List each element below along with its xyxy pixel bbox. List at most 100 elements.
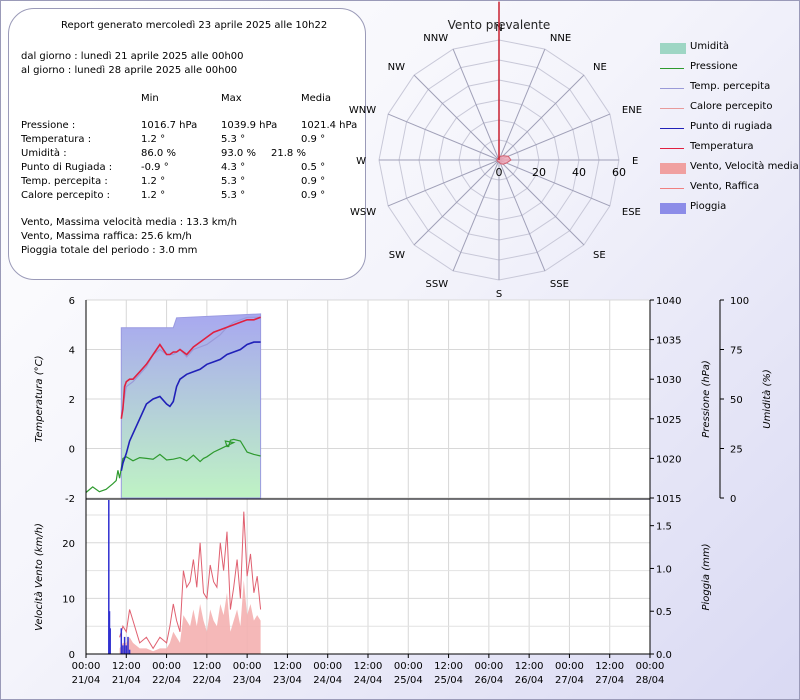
row-max: 4.3 ° — [221, 162, 246, 173]
y3-tick-label: 50 — [730, 395, 743, 406]
legend-label: Calore percepito — [690, 101, 773, 112]
wind-rose-chart: Vento prevalenteNNNENEENEEESESESSESSSWSW… — [349, 1, 642, 300]
legend-label: Vento, Raffica — [690, 181, 760, 192]
x-tick-time: 12:00 — [192, 661, 221, 672]
rose-radial-tick: 0 — [496, 166, 503, 179]
rose-radial-tick: 20 — [532, 166, 546, 179]
x-tick-date: 21/04 — [72, 675, 101, 686]
legend-label: Punto di rugiada — [690, 121, 773, 132]
rain-axis-title: Pioggia (mm) — [701, 544, 712, 611]
series-line-punto-di-rugiada — [120, 341, 261, 471]
legend-item: Punto di rugiada — [660, 120, 800, 134]
y2-axis-title: Pressione (hPa) — [701, 360, 712, 438]
y2-tick-label: 1025 — [656, 415, 681, 426]
rose-spoke — [413, 74, 500, 161]
x-tick-time: 12:00 — [273, 661, 302, 672]
rose-spoke — [498, 159, 611, 207]
y3-axis-title: Umidità (%) — [761, 369, 773, 429]
rose-spoke — [387, 159, 500, 207]
x-tick-time: 00:00 — [474, 661, 503, 672]
y3-tick-label: 75 — [730, 346, 743, 357]
legend-swatch — [660, 68, 684, 69]
rose-direction-label: ESE — [622, 207, 641, 218]
rain-tick-label: 1.0 — [656, 564, 672, 575]
legend-label: Vento, Velocità media — [690, 161, 799, 172]
row-avg: 0.9 ° — [301, 176, 326, 187]
wind-gust-text: Vento, Massima raffica: 25.6 km/h — [21, 231, 192, 242]
y3-tick-label: 25 — [730, 445, 743, 456]
wind-tick-label: 10 — [62, 594, 75, 605]
rain-tick-label: 0.0 — [656, 650, 672, 661]
row-label: Temp. percepita : — [21, 176, 108, 187]
legend-swatch — [660, 163, 686, 174]
row-avg: 21.8 % — [271, 148, 306, 159]
rose-spoke — [498, 74, 585, 161]
rose-spoke — [498, 159, 585, 246]
rose-radial-tick: 40 — [572, 166, 586, 179]
legend-item: Umidità — [660, 40, 800, 54]
y2-tick-label: 1040 — [656, 296, 681, 307]
legend-swatch — [660, 128, 684, 129]
x-tick-time: 12:00 — [434, 661, 463, 672]
y3-tick-label: 0 — [730, 494, 736, 505]
rose-direction-label: SSW — [426, 279, 449, 290]
rose-spoke — [413, 159, 500, 246]
legend-swatch — [660, 43, 686, 54]
row-label: Umidità : — [21, 148, 67, 159]
y3-tick-label: 100 — [730, 296, 749, 307]
rose-direction-label: W — [356, 156, 366, 167]
rose-direction-label: NW — [388, 62, 405, 73]
rose-spoke — [452, 159, 500, 272]
x-tick-date: 23/04 — [273, 675, 302, 686]
wind-tick-label: 0 — [69, 650, 75, 661]
legend-item: Vento, Raffica — [660, 180, 800, 194]
y2-tick-label: 1015 — [656, 494, 681, 505]
x-tick-time: 00:00 — [72, 661, 101, 672]
legend-label: Umidità — [690, 41, 730, 52]
row-min: 1.2 ° — [141, 134, 166, 145]
row-max: 5.3 ° — [221, 134, 246, 145]
rose-spoke — [498, 48, 546, 161]
y-tick-label: 2 — [69, 395, 75, 406]
rain-tick-label: 0.5 — [656, 607, 672, 618]
rose-direction-label: S — [496, 289, 502, 300]
x-tick-date: 22/04 — [152, 675, 181, 686]
x-tick-date: 26/04 — [474, 675, 503, 686]
x-tick-time: 12:00 — [595, 661, 624, 672]
rose-spoke — [387, 113, 500, 161]
x-tick-time: 00:00 — [313, 661, 342, 672]
x-tick-date: 28/04 — [636, 675, 665, 686]
y2-tick-label: 1035 — [656, 336, 681, 347]
legend-swatch — [660, 203, 686, 214]
wind-gust-line — [119, 511, 262, 650]
x-tick-time: 00:00 — [636, 661, 665, 672]
rose-direction-label: WSW — [350, 207, 376, 218]
legend-swatch — [660, 88, 684, 89]
series-line-temp-percepita — [120, 316, 261, 417]
wind-avg-area — [119, 580, 261, 654]
row-avg: 0.9 ° — [301, 190, 326, 201]
header-max: Max — [221, 93, 242, 104]
row-label: Pressione : — [21, 120, 76, 131]
rose-spoke — [498, 113, 611, 161]
y-tick-label: 6 — [69, 296, 75, 307]
x-tick-date: 21/04 — [112, 675, 141, 686]
legend-item: Temperatura — [660, 140, 800, 154]
rain-tick-label: 1.5 — [656, 522, 672, 533]
row-min: 1.2 ° — [141, 190, 166, 201]
legend-label: Temperatura — [690, 141, 754, 152]
legend-swatch — [660, 108, 684, 109]
legend-swatch — [660, 188, 684, 189]
weather-chart: -202461015102010251030103510400255075100… — [33, 296, 773, 686]
x-tick-date: 22/04 — [192, 675, 221, 686]
rose-direction-label: ENE — [622, 105, 642, 116]
y-tick-label: 4 — [69, 346, 75, 357]
wind-axis-title: Velocità Vento (km/h) — [33, 523, 45, 631]
row-min: 86.0 % — [141, 148, 176, 159]
report-title: Report generato mercoledì 23 aprile 2025… — [61, 20, 328, 31]
legend-item: Calore percepito — [660, 100, 800, 114]
x-tick-date: 25/04 — [434, 675, 463, 686]
rose-direction-label: SSE — [550, 279, 569, 290]
row-label: Temperatura : — [21, 134, 92, 145]
x-tick-time: 12:00 — [515, 661, 544, 672]
